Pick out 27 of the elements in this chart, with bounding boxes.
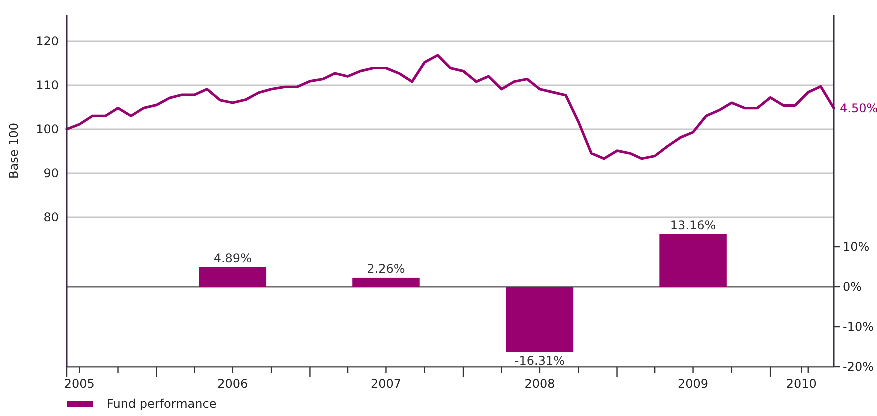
bar [352, 278, 420, 287]
y-tick-label: 80 [44, 210, 59, 224]
y-tick-label: 110 [36, 78, 59, 92]
y-tick-label: 120 [36, 34, 59, 48]
bar [660, 234, 727, 287]
x-tick-label: 2008 [524, 377, 556, 391]
y2-tick-label: 0% [843, 280, 862, 294]
y2-tick-label: 10% [843, 240, 870, 254]
bar [506, 287, 574, 352]
line-series [66, 54, 836, 160]
x-tick-label: 2006 [218, 377, 248, 391]
x-tick-label: 2009 [678, 377, 709, 391]
y-tick-label: 90 [44, 166, 59, 180]
data-label: 2.26% [367, 262, 406, 276]
x-tick-label: 2010 [786, 377, 817, 391]
y-tick-label: 100 [36, 122, 59, 136]
data-label: 4.89% [214, 251, 252, 266]
annotation: 4.50% [840, 101, 877, 116]
y2-tick-label: -10% [843, 320, 874, 334]
legend-label: Fund performance [107, 397, 217, 411]
y2-tick-label: -20% [843, 360, 874, 374]
data-label: 13.16% [670, 218, 716, 232]
bar [199, 267, 267, 287]
x-tick-label: 2007 [370, 377, 402, 391]
x-tick-label: 2005 [64, 377, 95, 391]
y-axis-title: Base 100 [7, 123, 21, 179]
data-label: -16.31% [514, 354, 566, 368]
